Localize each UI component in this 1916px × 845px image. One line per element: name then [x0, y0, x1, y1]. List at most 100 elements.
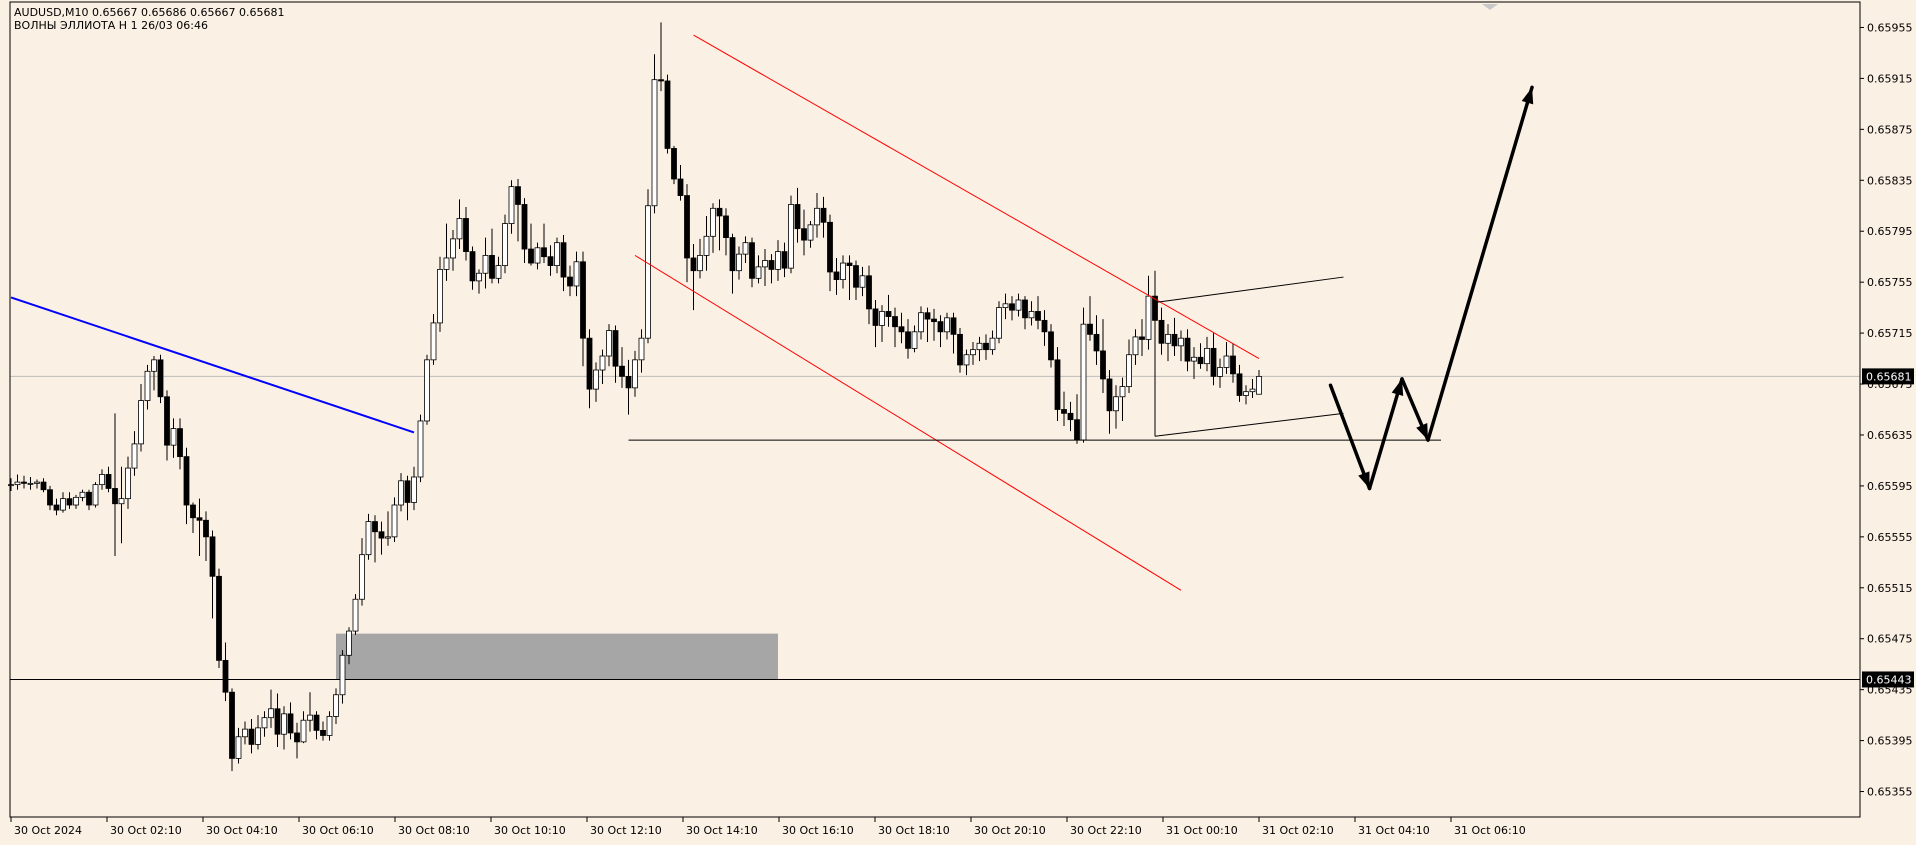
arrowhead-icon [1391, 378, 1404, 396]
arrowhead-icon [1416, 422, 1428, 441]
current-price-label-bg [1862, 368, 1914, 385]
candle-body [963, 354, 970, 366]
candle-body [86, 491, 92, 506]
candle [1204, 336, 1210, 372]
y-tick-label: 0.65555 [1867, 531, 1913, 544]
candle [983, 334, 989, 360]
candle-body [1165, 333, 1171, 344]
candle-body [359, 554, 365, 600]
candle [697, 238, 703, 279]
shift-marker-icon[interactable] [1482, 4, 1498, 10]
candle [846, 255, 853, 300]
y-tick-label: 0.65395 [1867, 735, 1913, 748]
candle-body [1074, 419, 1080, 441]
candle-body [775, 251, 781, 270]
candle [190, 502, 196, 534]
candle [788, 195, 794, 274]
candle-body [918, 312, 924, 333]
candle-body [326, 715, 333, 736]
candle [281, 706, 287, 750]
channel-line-red[interactable] [693, 34, 1260, 359]
candle [554, 237, 560, 274]
candle [125, 456, 131, 509]
candle [1191, 347, 1197, 379]
candle [775, 240, 781, 281]
candle-body [957, 333, 963, 366]
supply-zone[interactable] [336, 633, 778, 680]
y-tick-label: 0.65875 [1867, 123, 1913, 136]
candle [437, 256, 443, 332]
candle [833, 257, 840, 295]
candle-body [749, 242, 755, 279]
price-axis[interactable]: 0.65955 0.65915 0.65875 0.65835 0.65795 0.657… [1860, 21, 1913, 799]
flag-line[interactable] [1154, 276, 1344, 304]
candle-body [222, 659, 229, 693]
candle-body [950, 317, 957, 335]
candle-body [989, 337, 996, 351]
candle [593, 362, 599, 402]
candle-body [1236, 373, 1243, 396]
candle [924, 307, 931, 343]
candle [118, 466, 125, 544]
candle-body [684, 195, 690, 259]
candle [274, 693, 281, 747]
candle [1223, 342, 1230, 374]
candle-body [21, 481, 27, 484]
candle-body [840, 262, 846, 281]
candle [547, 245, 554, 276]
wave-projection-segment[interactable] [1367, 377, 1404, 491]
wave-projection-segment[interactable] [1328, 383, 1372, 491]
candle-body [651, 79, 658, 207]
y-tick-label: 0.65355 [1867, 786, 1913, 799]
candle [424, 354, 430, 425]
candle [144, 364, 151, 410]
flag-line[interactable] [1154, 412, 1344, 437]
candle-body [1054, 359, 1061, 410]
candle [892, 307, 898, 348]
candle-body [508, 186, 515, 224]
y-tick-label: 0.65595 [1867, 480, 1913, 493]
candle-body [183, 456, 190, 506]
candle [203, 511, 209, 562]
candle-body [118, 498, 125, 505]
candle-body [430, 322, 437, 361]
candle [859, 266, 866, 297]
candle-body [1191, 356, 1197, 362]
x-tick-label: 30 Oct 10:10 [494, 824, 566, 837]
trendline-blue[interactable] [10, 296, 415, 434]
candle-body [976, 342, 983, 351]
candle-body [1256, 375, 1262, 395]
candle-body [268, 708, 274, 719]
candle-body [1204, 347, 1210, 365]
candle-body [66, 498, 73, 506]
candle-body [27, 482, 34, 485]
candle [99, 469, 105, 490]
candle [112, 413, 118, 556]
candle-body [1048, 331, 1054, 361]
candle [1145, 275, 1152, 350]
wave-projection-segment[interactable] [1426, 85, 1534, 442]
candle-body [287, 713, 294, 734]
candle [1165, 324, 1171, 362]
candle-body [352, 598, 359, 632]
candle-body [151, 359, 157, 372]
candle [820, 196, 827, 238]
candle [1041, 310, 1048, 346]
candle-body [632, 359, 638, 389]
candle-body [599, 355, 606, 371]
time-axis[interactable]: 30 Oct 2024 30 Oct 02:10 30 Oct 04:10 30 Oc… [10, 817, 1526, 837]
candle [326, 711, 333, 741]
candle-body [853, 265, 859, 288]
candle [209, 530, 216, 619]
candle [970, 342, 976, 365]
candle-body [970, 349, 976, 356]
candle-body [911, 331, 918, 349]
candle [248, 718, 255, 754]
channel-line-red[interactable] [634, 254, 1182, 591]
candle-body [1093, 333, 1100, 352]
candle [736, 246, 742, 280]
candle [255, 715, 261, 750]
candle [957, 328, 963, 373]
candle [710, 203, 716, 253]
